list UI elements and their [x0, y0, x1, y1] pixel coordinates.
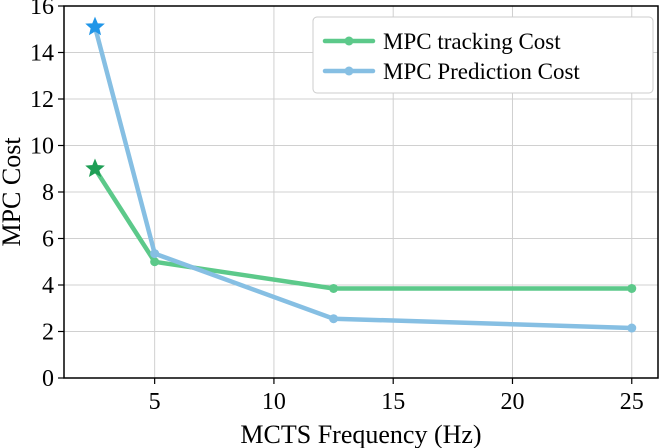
data-point — [150, 257, 160, 267]
data-point — [627, 283, 637, 293]
series-line — [92, 24, 635, 331]
y-tick-label: 6 — [42, 227, 54, 253]
star-marker — [85, 16, 105, 36]
legend: MPC tracking Cost MPC Prediction Cost — [312, 16, 654, 94]
legend-entry: MPC tracking Cost — [322, 29, 561, 54]
x-axis-label: MCTS Frequency (Hz) — [240, 420, 481, 448]
data-point — [329, 283, 339, 293]
y-tick-label: 10 — [30, 134, 54, 160]
y-tick-label: 4 — [42, 273, 54, 299]
data-point — [150, 249, 160, 259]
y-tick-label: 14 — [30, 41, 54, 67]
x-tick-label: 25 — [620, 389, 644, 415]
x-tick-label: 10 — [262, 389, 286, 415]
x-tick-label: 15 — [381, 389, 405, 415]
legend-box — [312, 16, 654, 94]
series-line — [92, 166, 635, 291]
star-marker — [85, 158, 105, 178]
series-layer — [85, 16, 637, 333]
y-tick-label: 0 — [42, 366, 54, 392]
data-point — [329, 314, 339, 324]
legend-entries: MPC tracking Cost MPC Prediction Cost — [322, 29, 580, 84]
legend-label: MPC Prediction Cost — [383, 59, 580, 84]
series-prediction-cost — [85, 16, 637, 333]
legend-label: MPC tracking Cost — [383, 29, 561, 54]
series-tracking-cost — [85, 158, 637, 293]
legend-entry: MPC Prediction Cost — [322, 59, 580, 84]
y-tick-label: 2 — [42, 320, 54, 346]
legend-swatch-marker — [344, 66, 354, 76]
x-tick-label: 20 — [500, 389, 524, 415]
x-tick-label: 5 — [149, 389, 161, 415]
y-tick-label: 12 — [30, 87, 54, 113]
y-tick-label: 8 — [42, 180, 54, 206]
data-point — [627, 323, 637, 333]
y-axis-ticks: 0 2 4 6 8 10 12 14 16 — [30, 0, 64, 392]
x-axis-ticks: 5 10 15 20 25 — [149, 378, 644, 415]
y-axis-label: MPC Cost — [0, 137, 26, 247]
y-tick-label: 16 — [30, 0, 54, 20]
legend-swatch-marker — [344, 36, 354, 46]
